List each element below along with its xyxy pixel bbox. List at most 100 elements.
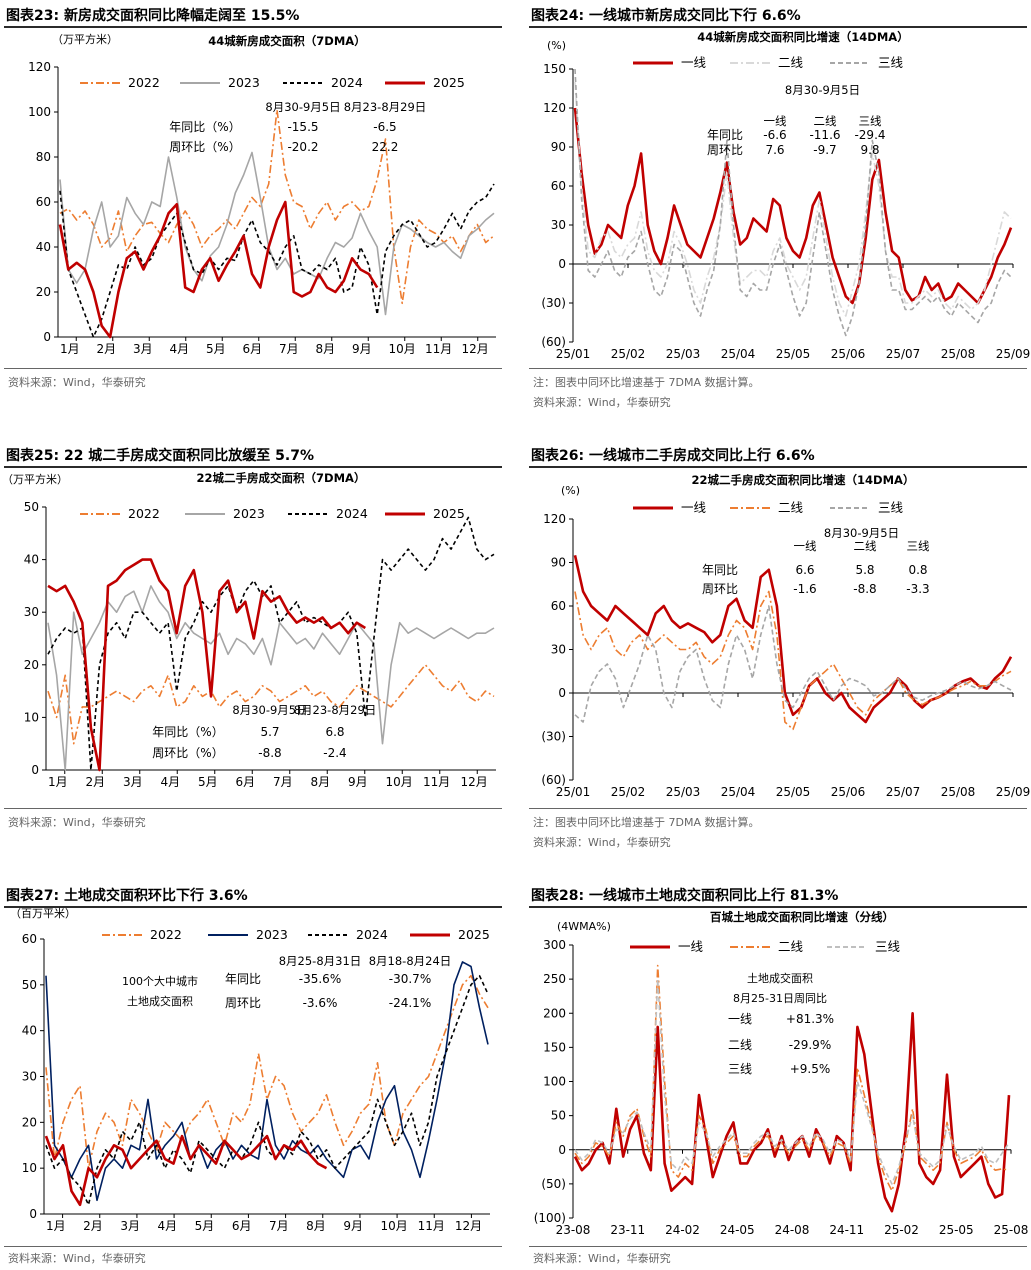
y-axis-unit: (%)	[561, 484, 580, 497]
y-tick-label: 200	[543, 1006, 566, 1020]
x-tick-label: 11月	[423, 775, 450, 789]
table-header: 一线	[794, 539, 817, 553]
x-tick-label: 9月	[352, 342, 372, 356]
table-cell: -15.5	[287, 120, 318, 134]
chart-note: 注：图表中同环比增速基于 7DMA 数据计算。	[533, 376, 760, 389]
series-line-二线	[574, 590, 1012, 731]
x-tick-label: 25-08	[994, 1223, 1029, 1237]
x-tick-label: 1月	[48, 775, 68, 789]
x-tick-label: 25-02	[884, 1223, 919, 1237]
x-tick-label: 12月	[461, 775, 488, 789]
table-header: 8月18-8月24日	[369, 954, 452, 968]
x-tick-label: 25/07	[886, 347, 921, 361]
table-cell: -9.7	[813, 143, 836, 157]
table-header: 8月25-8月31日	[279, 954, 362, 968]
series-line-2025	[44, 1134, 328, 1207]
series-line-2023	[59, 151, 495, 316]
title-rule	[529, 466, 1027, 468]
title-rule	[4, 26, 502, 28]
panel-title: 图表23: 新房成交面积同比降幅走阔至 15.5%	[6, 8, 300, 24]
x-tick-label: 7月	[269, 1219, 289, 1233]
chart-title: 22城二手房成交面积（7DMA）	[197, 471, 366, 485]
chart-new-home-yoy: 44城新房成交面积同比增速（14DMA） (%) (60) (30) 0 30 60 90 12…	[541, 30, 1031, 361]
chart-new-home-area: 44城新房成交面积（7DMA） （万平方米） 0 20 40 60 80 100 120 1月 2月…	[28, 32, 496, 356]
x-tick-label: 5月	[198, 775, 218, 789]
table-cell: -1.6	[793, 582, 816, 596]
series-line-2024	[47, 516, 495, 771]
source-note: 资料来源：Wind，华泰研究	[533, 396, 671, 409]
table-cell: -29.9%	[789, 1038, 831, 1052]
x-tick-label: 25-05	[939, 1223, 974, 1237]
legend-label: 一线	[678, 939, 704, 954]
series-line-2022	[47, 664, 495, 745]
panel-title: 图表24: 一线城市新房成交同比下行 6.6%	[531, 8, 801, 24]
legend-label: 2024	[336, 506, 368, 521]
y-tick-label: 120	[28, 60, 51, 74]
table-cell: -2.4	[323, 746, 346, 760]
series-line-二线	[574, 81, 1012, 317]
title-rule	[4, 466, 502, 468]
series-line-一线	[573, 107, 1013, 305]
x-tick-label: 6月	[232, 1219, 252, 1233]
table-cell: 周环比	[225, 996, 261, 1010]
x-tick-label: 25/03	[666, 347, 701, 361]
x-tick-label: 2月	[97, 342, 117, 356]
table-cell: +9.5%	[790, 1062, 831, 1076]
series-line-三线	[574, 978, 1010, 1185]
series-line-三线	[574, 605, 1012, 723]
x-tick-label: 25/03	[666, 785, 701, 799]
table-cell: -20.2	[287, 140, 318, 154]
table-cell: 5.7	[260, 725, 279, 739]
legend-label: 2023	[256, 927, 288, 942]
table-cell: 二线	[728, 1038, 752, 1052]
table-header: 二线	[854, 539, 877, 553]
table-cell: -11.6	[809, 128, 840, 142]
y-tick-label: (50)	[541, 1177, 566, 1191]
series-line-2022	[59, 109, 495, 305]
annotation: 100个大中城市	[122, 974, 198, 988]
panel-27: 图表27: 土地成交面积环比下行 3.6% （百万平米） 0 10 20 30 40 50 6…	[0, 880, 506, 1270]
table-cell: -30.7%	[389, 972, 431, 986]
table-cell: -35.6%	[299, 972, 341, 986]
y-tick-label: 150	[543, 62, 566, 76]
legend-label: 三线	[878, 55, 904, 70]
y-tick-label: 40	[24, 553, 39, 567]
x-tick-label: 8月	[316, 342, 336, 356]
y-axis-unit: (%)	[547, 39, 566, 52]
y-tick-label: 30	[551, 643, 566, 657]
bottom-rule	[4, 808, 502, 809]
legend-label: 2022	[128, 506, 160, 521]
legend-label: 2022	[128, 75, 160, 90]
y-axis-unit: (4WMA%)	[557, 920, 611, 933]
x-tick-label: 10月	[381, 1219, 408, 1233]
x-tick-label: 23-11	[610, 1223, 645, 1237]
y-tick-label: 150	[543, 1040, 566, 1054]
source-note: 资料来源：Wind，华泰研究	[533, 1252, 671, 1265]
x-tick-label: 25/05	[776, 347, 811, 361]
y-tick-label: 50	[22, 978, 37, 992]
x-tick-label: 3月	[123, 775, 143, 789]
x-tick-label: 11月	[425, 342, 452, 356]
x-tick-label: 25/08	[941, 785, 976, 799]
legend-label: 二线	[778, 55, 804, 70]
x-tick-label: 23-08	[556, 1223, 591, 1237]
panel-title: 图表26: 一线城市二手房成交同比上行 6.6%	[531, 448, 815, 464]
chart-second-hand-yoy: 22城二手房成交面积同比增速（14DMA） (%) (60) (30) 0 30 60 90 1…	[541, 473, 1030, 799]
series-line-三线	[574, 68, 1012, 337]
x-tick-label: 1月	[46, 1219, 66, 1233]
x-tick-label: 25/09	[996, 347, 1031, 361]
x-tick-label: 25/02	[611, 347, 646, 361]
x-tick-label: 25/07	[886, 785, 921, 799]
y-tick-label: 120	[543, 512, 566, 526]
x-tick-label: 9月	[348, 775, 368, 789]
legend-label: 三线	[878, 500, 904, 515]
legend-label: 2024	[356, 927, 388, 942]
y-axis-unit: （万平方米）	[2, 472, 68, 486]
panel-26: 图表26: 一线城市二手房成交同比上行 6.6% 22城二手房成交面积同比增速（…	[525, 440, 1031, 860]
x-tick-label: 8月	[311, 775, 331, 789]
series-line-一线	[573, 1012, 1011, 1213]
x-tick-label: 24-05	[720, 1223, 755, 1237]
bottom-rule	[4, 368, 502, 369]
x-tick-label: 1月	[60, 342, 80, 356]
chart-title: 44城新房成交面积（7DMA）	[208, 34, 365, 48]
